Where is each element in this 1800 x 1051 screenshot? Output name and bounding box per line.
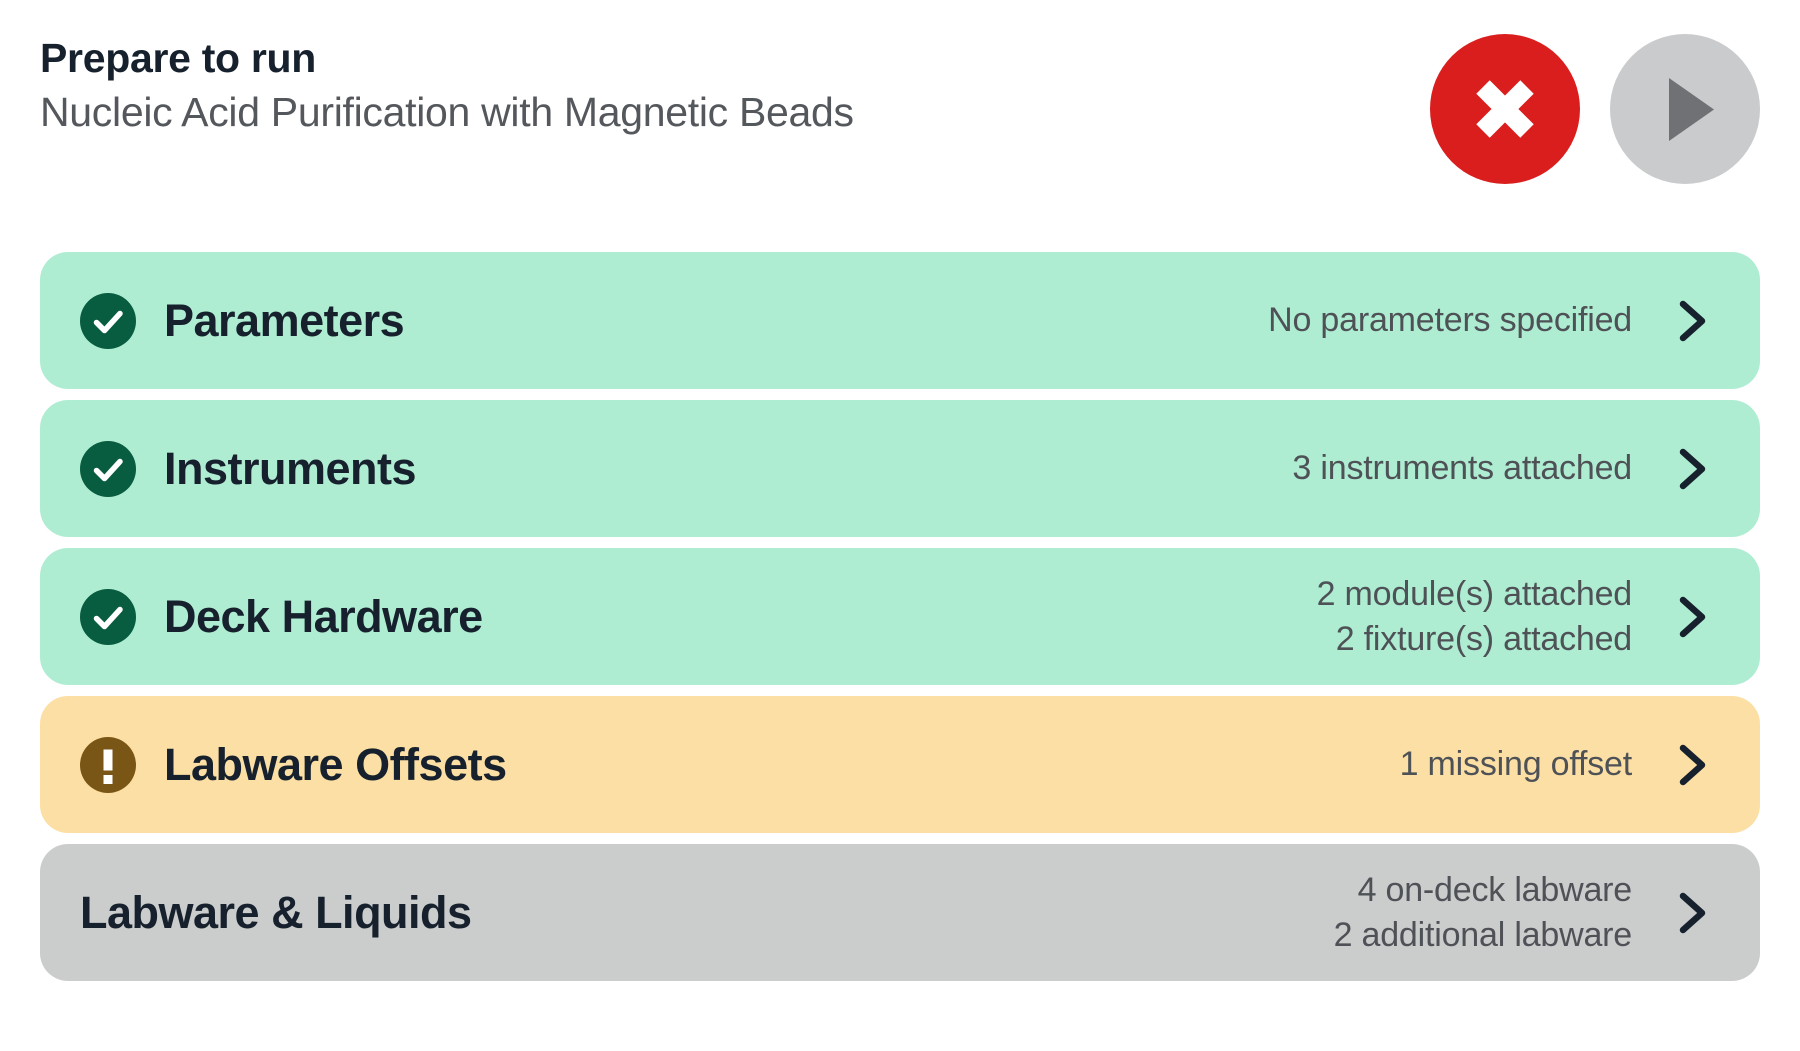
- step-right: No parameters specified: [1268, 298, 1708, 343]
- step-left: Labware Offsets: [80, 736, 1400, 793]
- step-detail: 2 module(s) attached 2 fixture(s) attach…: [1316, 572, 1633, 662]
- check-circle-icon: [80, 292, 136, 349]
- check-circle-icon: [80, 588, 136, 645]
- step-title: Labware & Liquids: [80, 886, 472, 938]
- detail-line: 2 fixture(s) attached: [1335, 619, 1632, 658]
- header-actions: [1430, 34, 1760, 184]
- detail-line: 3 instruments attached: [1292, 449, 1632, 487]
- step-right: 4 on-deck labware 2 additional labware: [1334, 868, 1708, 958]
- chevron-right-icon: [1678, 596, 1708, 638]
- header-titles: Prepare to run Nucleic Acid Purification…: [40, 34, 854, 137]
- chevron-right-icon: [1678, 448, 1708, 490]
- step-detail: 1 missing offset: [1399, 742, 1633, 787]
- step-title: Instruments: [164, 442, 417, 494]
- step-right: 3 instruments attached: [1292, 446, 1708, 491]
- detail-line: 1 missing offset: [1399, 745, 1633, 783]
- page-title: Prepare to run: [40, 35, 317, 81]
- detail-line: 4 on-deck labware: [1357, 870, 1633, 909]
- setup-step-deck-hardware[interactable]: Deck Hardware 2 module(s) attached 2 fix…: [40, 548, 1760, 685]
- setup-step-list: Parameters No parameters specified: [40, 252, 1760, 981]
- chevron-right-icon: [1678, 892, 1708, 934]
- chevron-right-icon: [1678, 300, 1708, 342]
- step-left: Instruments: [80, 440, 1292, 497]
- step-title: Labware Offsets: [164, 738, 507, 790]
- step-detail: No parameters specified: [1268, 298, 1632, 343]
- step-detail: 4 on-deck labware 2 additional labware: [1333, 868, 1633, 958]
- step-left: Parameters: [80, 292, 1268, 349]
- step-left: Labware & Liquids: [80, 887, 1334, 939]
- step-detail: 3 instruments attached: [1292, 446, 1632, 491]
- detail-line: 2 module(s) attached: [1316, 574, 1633, 613]
- close-button[interactable]: [1430, 34, 1580, 184]
- alert-circle-icon: [80, 736, 136, 793]
- step-right: 2 module(s) attached 2 fixture(s) attach…: [1317, 572, 1708, 662]
- close-x-icon: [1430, 34, 1580, 184]
- setup-step-parameters[interactable]: Parameters No parameters specified: [40, 252, 1760, 389]
- check-circle-icon: [80, 440, 136, 497]
- chevron-right-icon: [1678, 744, 1708, 786]
- setup-step-labware-liquids[interactable]: Labware & Liquids 4 on-deck labware 2 ad…: [40, 844, 1760, 981]
- header: Prepare to run Nucleic Acid Purification…: [40, 0, 1760, 184]
- step-right: 1 missing offset: [1400, 742, 1708, 787]
- prepare-to-run-screen: Prepare to run Nucleic Acid Purification…: [40, 0, 1760, 981]
- step-title: Deck Hardware: [164, 590, 483, 642]
- setup-step-labware-offsets[interactable]: Labware Offsets 1 missing offset: [40, 696, 1760, 833]
- detail-line: 2 additional labware: [1333, 915, 1633, 954]
- step-title: Parameters: [164, 294, 405, 346]
- step-left: Deck Hardware: [80, 588, 1317, 645]
- setup-step-instruments[interactable]: Instruments 3 instruments attached: [40, 400, 1760, 537]
- play-button[interactable]: [1610, 34, 1760, 184]
- detail-line: No parameters specified: [1268, 301, 1632, 339]
- protocol-name: Nucleic Acid Purification with Magnetic …: [40, 89, 854, 136]
- play-triangle-icon: [1610, 34, 1760, 184]
